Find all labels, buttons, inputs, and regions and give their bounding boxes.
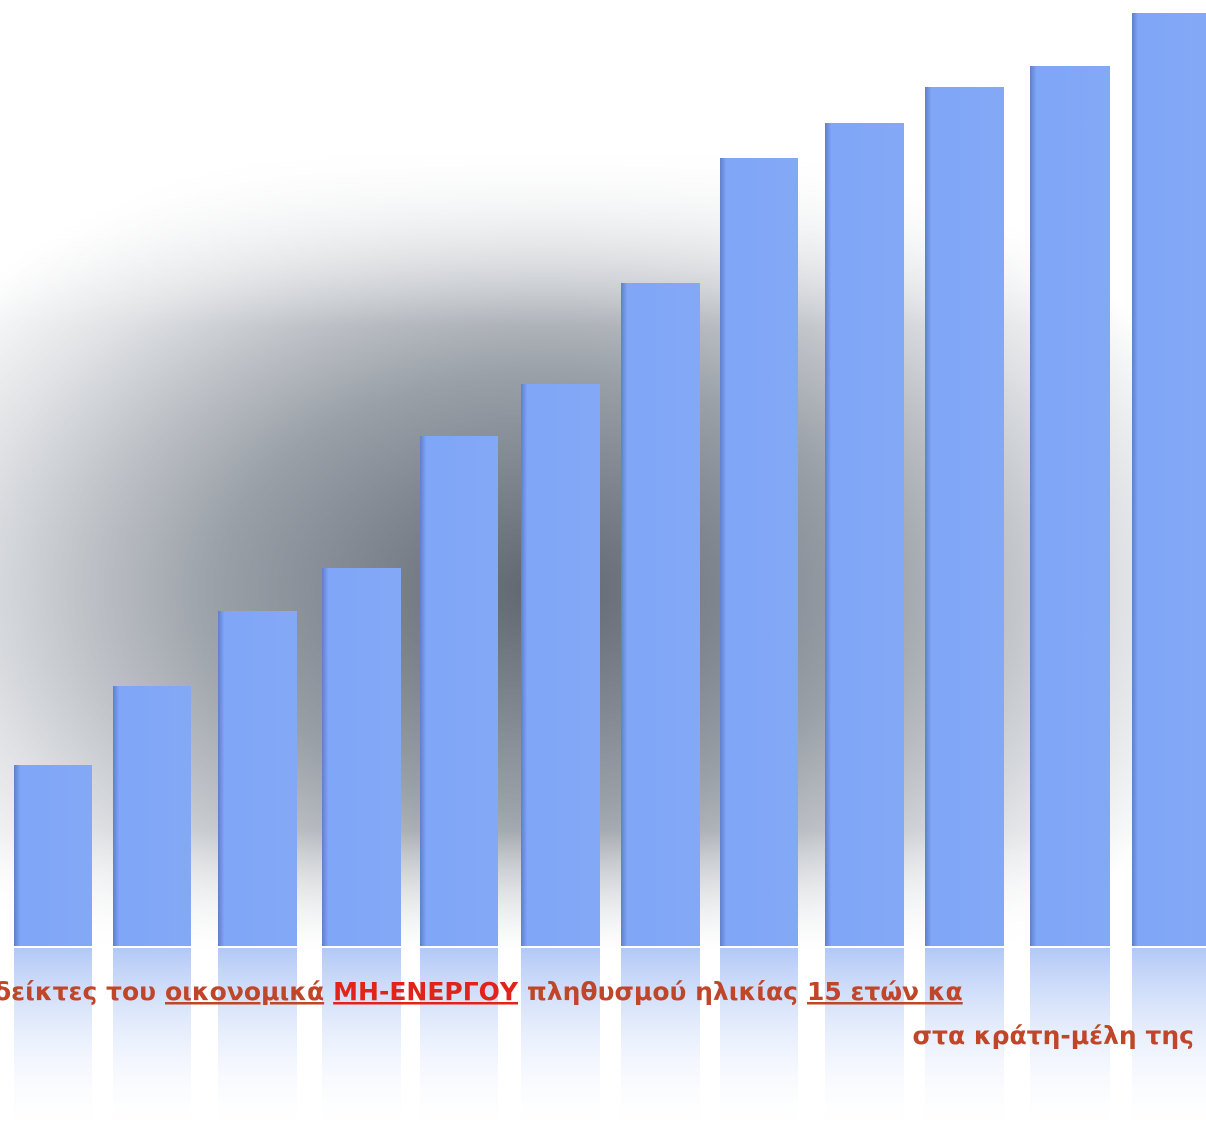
bar-decoration	[420, 436, 498, 946]
bar-reflection	[1030, 948, 1110, 1128]
bar-decoration	[1132, 13, 1206, 946]
bar-reflection	[825, 948, 904, 1128]
bar-reflection	[322, 948, 401, 1128]
bar-decoration	[925, 87, 1004, 946]
bar-decoration	[825, 123, 904, 946]
bar-reflection	[720, 948, 798, 1128]
caption-text: οικονομικά	[165, 977, 324, 1006]
bar-decoration	[218, 611, 297, 946]
bar-reflection	[621, 948, 700, 1128]
caption-line-2: στα κράτη-μέλη της	[913, 1021, 1194, 1050]
bar-decoration	[322, 568, 401, 946]
bar-reflection	[925, 948, 1004, 1128]
bar-reflection	[218, 948, 297, 1128]
caption-line-1: δείκτες του οικονομικά ΜΗ-ΕΝΕΡΓΟΥ πληθυσμού…	[0, 977, 963, 1006]
caption-text: 15 ετών κα	[807, 977, 963, 1006]
bar-decoration	[720, 158, 798, 946]
map-fade	[0, 150, 1206, 950]
bar-reflection	[113, 948, 191, 1128]
bar-reflection	[521, 948, 600, 1128]
bar-reflection	[420, 948, 498, 1128]
bar-reflection	[14, 948, 92, 1128]
bars	[14, 13, 1206, 946]
caption-text: πληθυσμού ηλικίας	[527, 977, 798, 1006]
bar-decoration	[113, 686, 191, 946]
caption-text: δείκτες του	[0, 977, 156, 1006]
bar-decoration	[621, 283, 700, 946]
bar-reflection	[1132, 948, 1206, 1128]
bar-decoration	[521, 384, 600, 946]
bar-decoration	[1030, 66, 1110, 946]
bar-reflections	[14, 948, 1206, 1128]
caption-text: ΜΗ-ΕΝΕΡΓΟΥ	[333, 977, 519, 1006]
bar-decoration	[14, 765, 92, 946]
